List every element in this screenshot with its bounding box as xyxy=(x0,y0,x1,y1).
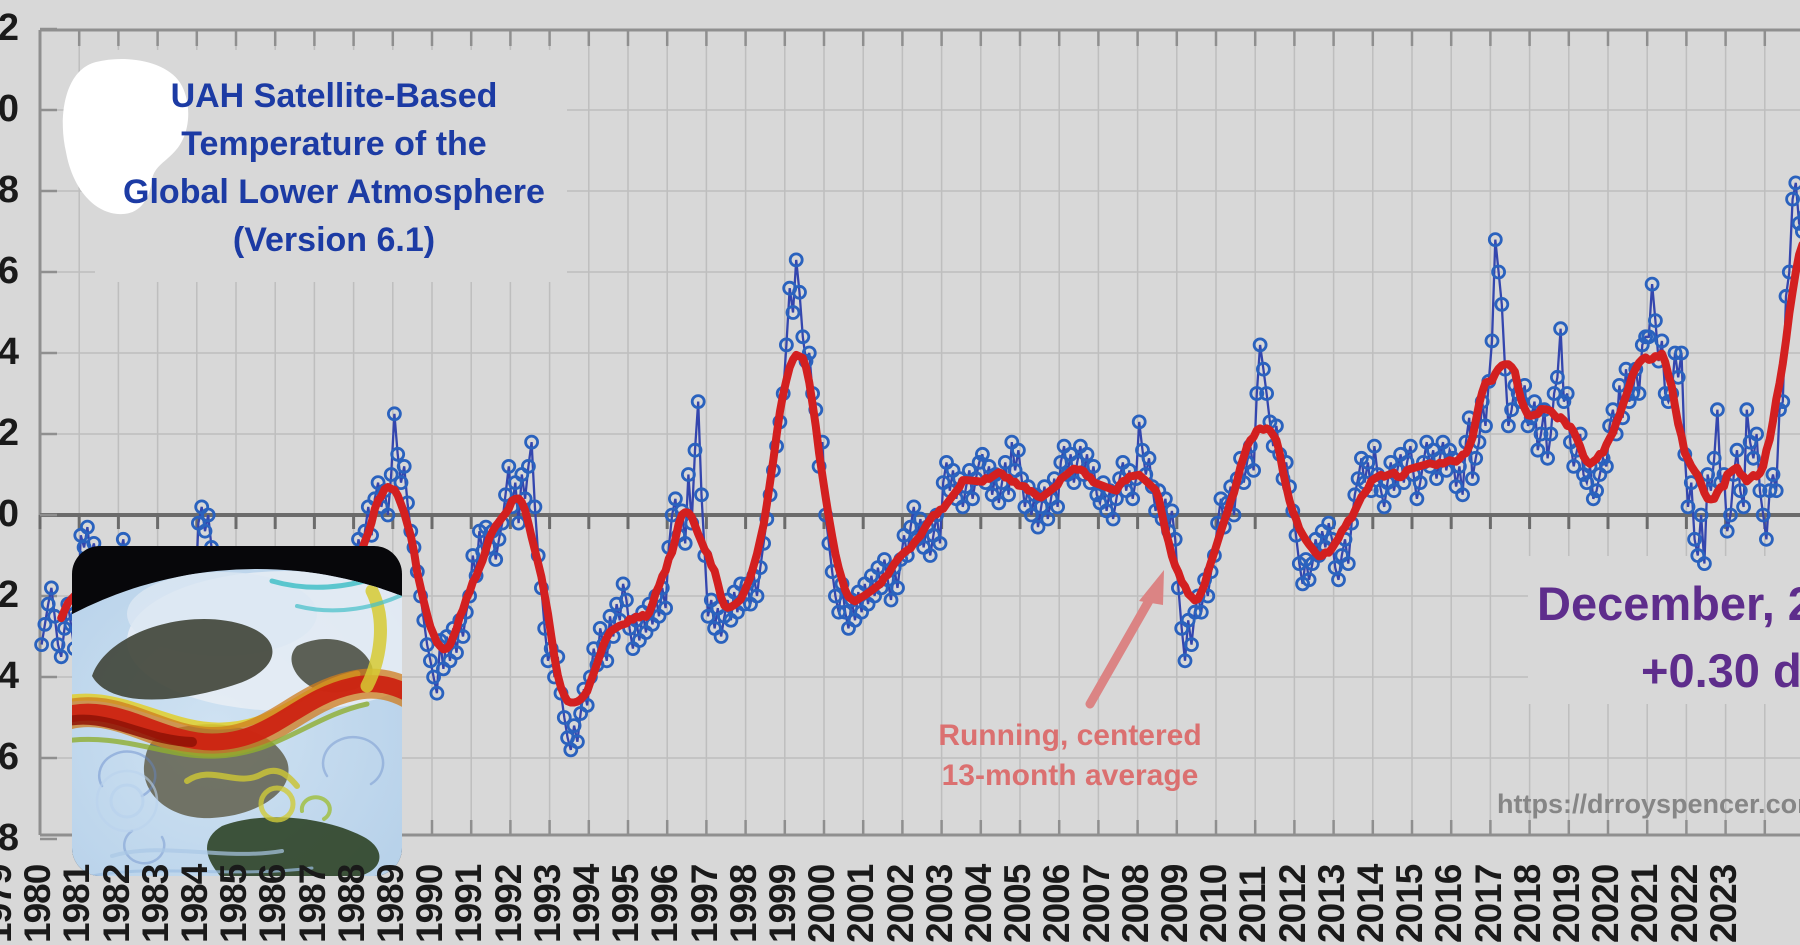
annotation-arrow-icon xyxy=(1085,570,1164,709)
x-tick-label: 2020 xyxy=(1585,864,1627,943)
y-tick-label: -0.8 xyxy=(0,817,19,859)
x-tick-label: 2009 xyxy=(1154,864,1195,943)
watermark-url: https://drroyspencer.com xyxy=(1497,789,1800,819)
y-tick-label: 0.6 xyxy=(0,250,19,292)
chart-title-line3: Global Lower Atmosphere xyxy=(123,173,545,211)
x-tick-label: 2010 xyxy=(1193,864,1235,943)
chart-title-line1: UAH Satellite-Based xyxy=(170,77,498,115)
x-tick-label: 2022 xyxy=(1663,864,1705,943)
x-tick-label: 1990 xyxy=(409,864,451,943)
x-tick-label: 2012 xyxy=(1271,864,1313,943)
x-tick-label: 1995 xyxy=(605,864,647,943)
x-tick-label: 1998 xyxy=(722,864,764,943)
y-tick-label: -0.4 xyxy=(0,655,19,697)
chart-title: UAH Satellite-Based Temperature of the G… xyxy=(100,72,568,264)
y-tick-label: 0.8 xyxy=(0,169,19,211)
x-tick-label: 1984 xyxy=(174,864,215,943)
current-reading-month: December, 2 xyxy=(1537,577,1800,630)
y-tick-label: 0.2 xyxy=(0,412,19,454)
x-tick-label: 1981 xyxy=(56,864,98,943)
x-tick-label: 2016 xyxy=(1428,864,1470,943)
globe-wind-image xyxy=(72,546,402,876)
y-tick-label: 0.0 xyxy=(0,493,19,535)
x-tick-label: 1983 xyxy=(134,864,176,943)
white-blob-overlay xyxy=(62,59,189,215)
x-tick-label: 1996 xyxy=(644,864,686,943)
x-tick-label: 2019 xyxy=(1546,864,1587,943)
x-tick-label: 2023 xyxy=(1702,864,1744,943)
label-patches xyxy=(95,50,1800,704)
y-tick-label: 0.4 xyxy=(0,331,19,373)
x-tick-label: 1991 xyxy=(448,864,490,943)
annotation-line1: Running, centered xyxy=(938,719,1202,752)
x-tick-label: 2006 xyxy=(1036,864,1078,943)
x-tick-label: 1982 xyxy=(95,864,137,943)
y-tick-label: 1.2 xyxy=(0,7,19,49)
y-tick-label: -0.2 xyxy=(0,574,19,616)
y-tick-label: -0.6 xyxy=(0,736,19,778)
x-tick-label: 2015 xyxy=(1389,864,1431,943)
reading-patch xyxy=(1528,556,1800,704)
chart-title-line4: (Version 6.1) xyxy=(232,221,436,259)
x-tick-label: 1997 xyxy=(683,864,725,943)
x-tick-label: 2004 xyxy=(958,864,999,943)
chart-title-line2: Temperature of the xyxy=(181,125,487,163)
x-tick-label: 1980 xyxy=(17,864,59,943)
x-tick-label: 2013 xyxy=(1310,864,1352,943)
x-tick-label: 1992 xyxy=(487,864,529,943)
x-tick-label: 2002 xyxy=(879,864,921,943)
x-tick-label: 2021 xyxy=(1624,864,1666,943)
x-tick-label: 2008 xyxy=(1114,864,1156,943)
annotation-line2: 13-month average xyxy=(941,759,1199,792)
x-tick-label: 2018 xyxy=(1506,864,1548,943)
x-tick-label: 1985 xyxy=(213,864,255,943)
axes-frame xyxy=(38,27,1800,841)
y-tick-label: 1.0 xyxy=(0,88,19,130)
x-tick-label: 1989 xyxy=(370,864,411,943)
x-tick-label: 2001 xyxy=(840,864,882,943)
x-tick-label: 1988 xyxy=(330,864,372,943)
x-tick-label: 2000 xyxy=(801,864,843,943)
x-tick-label: 2003 xyxy=(918,864,960,943)
x-tick-label: 1994 xyxy=(566,864,607,943)
x-tick-label: 2017 xyxy=(1467,864,1509,943)
x-tick-label: 1999 xyxy=(762,864,803,943)
x-tick-label: 2005 xyxy=(997,864,1039,943)
running-average-annotation: Running, centered 13-month average xyxy=(930,716,1210,796)
current-reading-value: +0.30 d xyxy=(1641,644,1800,697)
x-tick-label: 1987 xyxy=(291,864,333,943)
x-tick-label: 1993 xyxy=(526,864,568,943)
x-tick-label: 2011 xyxy=(1232,866,1274,943)
x-tick-label: 2014 xyxy=(1350,864,1391,943)
x-tick-label: 1986 xyxy=(252,864,294,943)
x-tick-label: 2007 xyxy=(1075,864,1117,943)
